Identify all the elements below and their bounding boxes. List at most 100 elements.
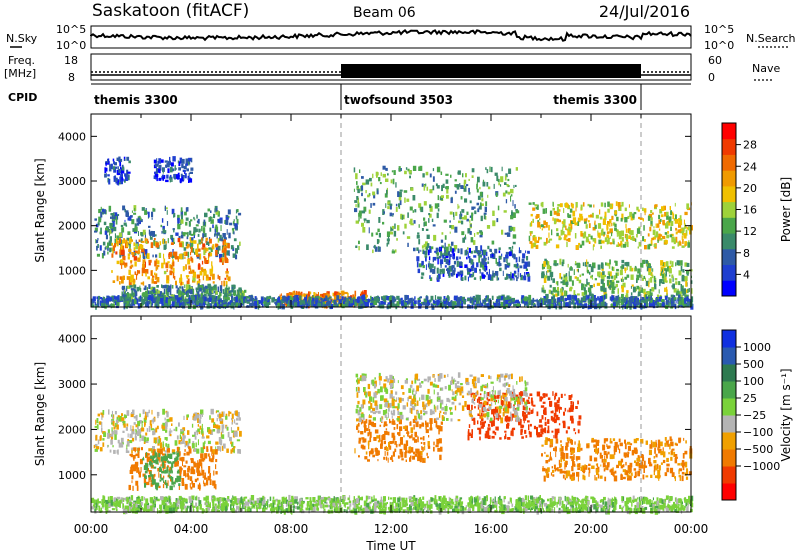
data-cell bbox=[179, 256, 181, 259]
data-cell bbox=[127, 439, 130, 442]
data-cell bbox=[416, 261, 419, 268]
data-cell bbox=[388, 296, 392, 302]
data-cell bbox=[387, 431, 390, 436]
data-cell bbox=[361, 294, 365, 301]
data-cell bbox=[199, 287, 202, 292]
data-cell bbox=[266, 296, 269, 301]
data-cell bbox=[663, 269, 665, 275]
data-cell bbox=[361, 192, 363, 197]
data-cell bbox=[658, 233, 661, 240]
data-cell bbox=[171, 430, 173, 433]
data-cell bbox=[176, 289, 179, 294]
data-cell bbox=[377, 440, 381, 443]
data-cell bbox=[249, 302, 253, 307]
data-cell bbox=[196, 214, 198, 219]
data-cell bbox=[166, 466, 169, 472]
data-cell bbox=[187, 284, 190, 288]
data-cell bbox=[365, 418, 368, 424]
data-cell bbox=[374, 246, 378, 252]
data-cell bbox=[428, 256, 431, 261]
data-cell bbox=[355, 298, 359, 303]
data-cell bbox=[133, 416, 136, 419]
data-cell bbox=[327, 293, 330, 300]
data-cell bbox=[122, 420, 126, 426]
data-cell bbox=[471, 215, 474, 221]
data-cell bbox=[224, 251, 227, 257]
data-cell bbox=[188, 265, 191, 270]
data-cell bbox=[529, 241, 533, 244]
data-cell bbox=[344, 296, 347, 302]
data-cell bbox=[102, 442, 105, 447]
data-cell bbox=[185, 298, 189, 303]
data-cell bbox=[144, 240, 146, 243]
data-cell bbox=[660, 260, 664, 266]
data-cell bbox=[103, 209, 107, 214]
data-cell bbox=[186, 473, 189, 477]
data-cell bbox=[642, 236, 645, 242]
data-cell bbox=[418, 304, 422, 309]
data-cell bbox=[134, 447, 136, 453]
data-cell bbox=[532, 297, 535, 304]
data-cell bbox=[282, 295, 286, 302]
data-cell bbox=[142, 261, 145, 267]
data-cell bbox=[420, 442, 423, 444]
data-cell bbox=[388, 236, 390, 242]
nsky-tick-top: 10^5 bbox=[56, 23, 86, 36]
data-cell bbox=[645, 259, 648, 264]
data-cell bbox=[523, 302, 526, 306]
data-cell bbox=[161, 284, 163, 288]
data-cell bbox=[686, 289, 688, 293]
data-cell bbox=[99, 447, 103, 452]
data-cell bbox=[557, 297, 561, 301]
data-cell bbox=[127, 301, 131, 305]
data-cell bbox=[644, 245, 647, 250]
data-cell bbox=[524, 261, 528, 267]
data-cell bbox=[506, 273, 509, 276]
data-cell bbox=[650, 295, 652, 300]
data-cell bbox=[203, 480, 205, 484]
data-cell bbox=[193, 270, 195, 273]
data-cell bbox=[427, 441, 430, 447]
data-cell bbox=[404, 197, 406, 203]
data-cell bbox=[592, 302, 595, 306]
data-cell bbox=[652, 212, 654, 215]
data-cell bbox=[662, 302, 665, 308]
data-cell bbox=[150, 423, 153, 429]
data-cell bbox=[137, 452, 140, 458]
data-cell bbox=[215, 471, 218, 475]
data-cell bbox=[481, 258, 485, 264]
data-cell bbox=[457, 170, 461, 175]
data-cell bbox=[206, 241, 210, 245]
data-cell bbox=[529, 299, 533, 305]
data-cell bbox=[231, 228, 234, 231]
data-cell bbox=[683, 303, 685, 308]
data-cell bbox=[107, 174, 110, 177]
data-cell bbox=[671, 236, 675, 243]
data-cell bbox=[552, 207, 555, 211]
data-cell bbox=[244, 289, 247, 293]
data-cell bbox=[179, 277, 183, 284]
data-cell bbox=[147, 240, 149, 244]
data-cell bbox=[119, 281, 121, 285]
data-cell bbox=[358, 216, 360, 222]
data-cell bbox=[584, 290, 588, 295]
data-cell bbox=[626, 266, 628, 271]
data-cell bbox=[541, 271, 545, 275]
data-cell bbox=[155, 289, 159, 295]
data-cell bbox=[415, 421, 419, 428]
data-cell bbox=[144, 483, 147, 488]
data-cell bbox=[210, 216, 213, 219]
data-cell bbox=[678, 301, 681, 305]
data-cell bbox=[142, 229, 146, 235]
data-cell bbox=[417, 268, 421, 274]
data-cell bbox=[163, 288, 166, 295]
data-cell bbox=[203, 288, 206, 293]
data-cell bbox=[237, 426, 240, 431]
data-cell bbox=[666, 220, 671, 226]
data-cell bbox=[581, 283, 583, 288]
data-cell bbox=[601, 268, 604, 271]
data-cell bbox=[690, 303, 694, 310]
data-cell bbox=[645, 303, 649, 308]
data-cell bbox=[682, 269, 685, 273]
data-cell bbox=[323, 293, 327, 298]
